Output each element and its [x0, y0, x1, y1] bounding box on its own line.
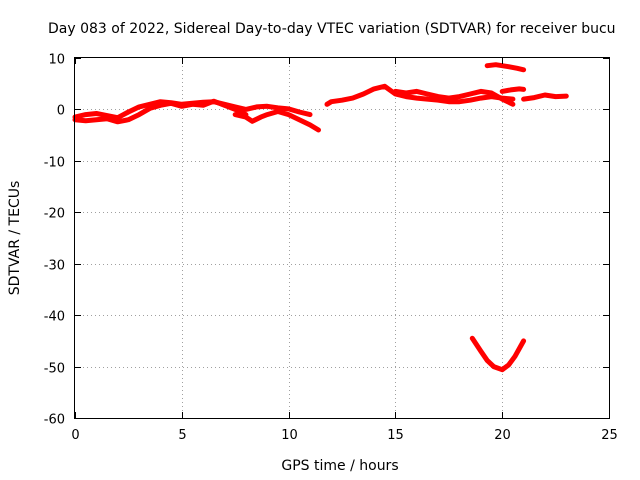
chart-title: Day 083 of 2022, Sidereal Day-to-day VTE… [48, 21, 616, 37]
series-track-6 [484, 62, 527, 73]
y-tick-label: -60 [44, 413, 65, 428]
x-tick-label: 20 [494, 428, 511, 443]
y-tick-label: -30 [44, 259, 65, 274]
grid-layer [75, 58, 609, 418]
x-tick-label: 5 [178, 428, 186, 443]
x-tick-label: 25 [601, 428, 618, 443]
y-tick-label: -20 [44, 207, 65, 222]
series-track-5 [392, 88, 516, 107]
series-track-9 [469, 335, 527, 373]
y-tick-label: 10 [48, 53, 65, 68]
y-tick-label: -50 [44, 362, 65, 377]
x-axis-label: GPS time / hours [281, 458, 398, 474]
y-tick-label: 0 [57, 104, 65, 119]
tick-layer: 0 5 10 15 20 25 10 0 -10 -20 -30 -40 -50 -60 [44, 53, 618, 444]
series-layer [72, 62, 569, 373]
y-axis-label: SDTVAR / TECUs [7, 181, 23, 296]
series-track-3 [232, 109, 321, 133]
x-tick-label: 0 [71, 428, 79, 443]
series-track-7 [499, 86, 527, 94]
plot-frame [74, 57, 610, 419]
y-tick-label: -10 [44, 156, 65, 171]
x-tick-label: 15 [387, 428, 404, 443]
series-track-8 [521, 92, 569, 102]
y-tick-label: -40 [44, 310, 65, 325]
series-track-4 [324, 83, 516, 107]
x-tick-label: 10 [281, 428, 298, 443]
series-track-2 [72, 98, 249, 125]
